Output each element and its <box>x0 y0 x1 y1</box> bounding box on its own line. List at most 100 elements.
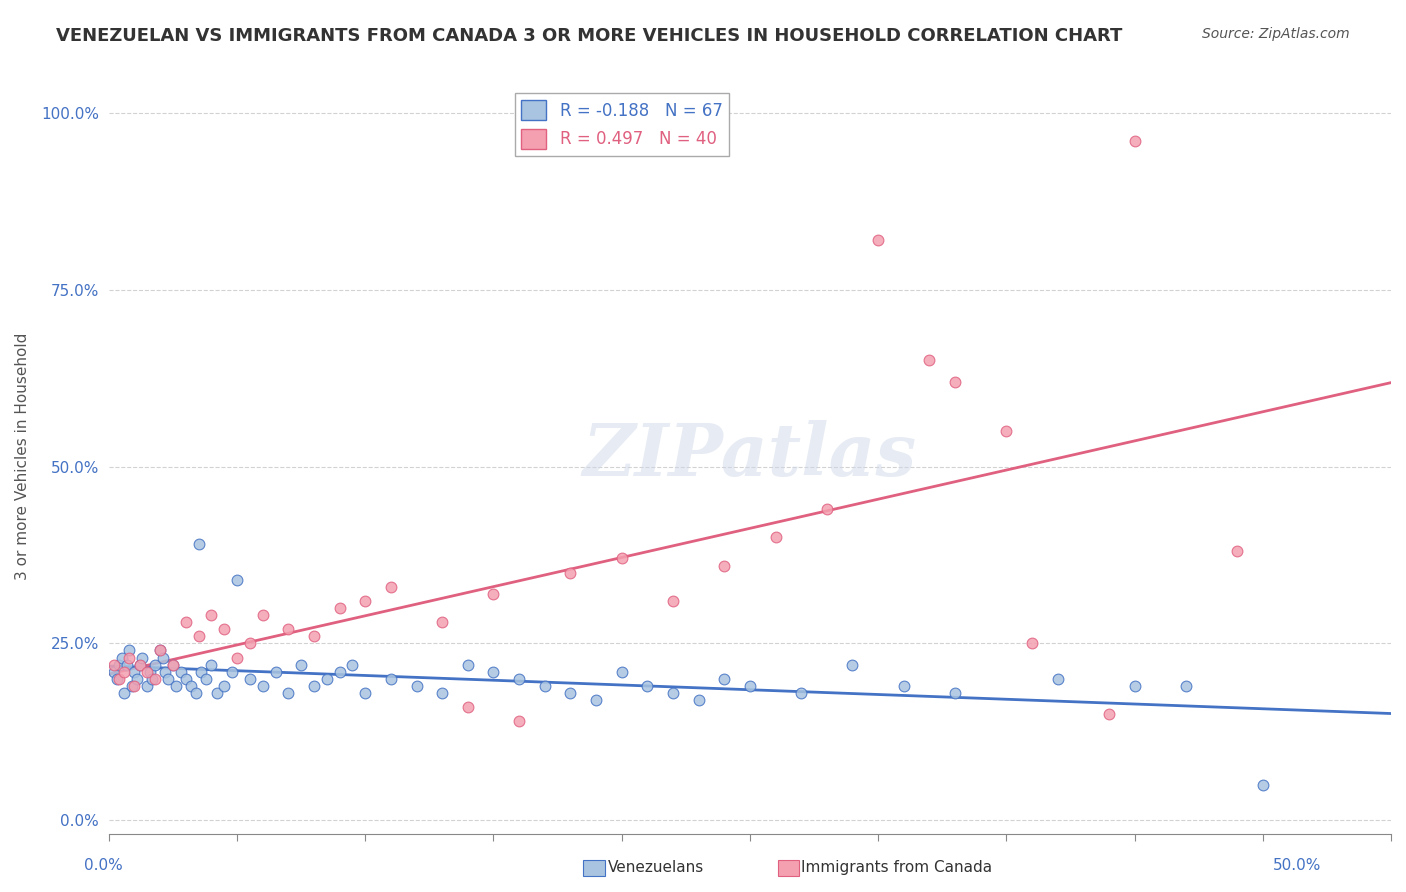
Point <box>125 672 148 686</box>
Point <box>1123 134 1146 148</box>
Text: Venezuelans: Venezuelans <box>607 861 703 875</box>
Point <box>118 643 141 657</box>
Point <box>432 686 454 700</box>
Point <box>868 233 890 247</box>
Point <box>174 672 197 686</box>
Point <box>115 657 138 672</box>
Point <box>121 679 143 693</box>
Point <box>108 657 131 672</box>
Point <box>108 672 131 686</box>
Point <box>174 615 197 629</box>
Point <box>124 665 146 679</box>
Point <box>239 672 262 686</box>
Point <box>162 657 184 672</box>
Point <box>815 502 838 516</box>
Point <box>482 665 505 679</box>
Point <box>212 679 235 693</box>
Point <box>136 679 159 693</box>
Point <box>136 665 159 679</box>
Point <box>1174 679 1197 693</box>
Point <box>226 650 249 665</box>
Point <box>112 686 135 700</box>
Point <box>1046 672 1069 686</box>
Point <box>212 622 235 636</box>
Point <box>713 558 735 573</box>
Point <box>560 566 582 580</box>
Point <box>405 679 427 693</box>
Point <box>943 375 966 389</box>
Point <box>103 665 125 679</box>
Y-axis label: 3 or more Vehicles in Household: 3 or more Vehicles in Household <box>15 332 30 580</box>
Point <box>354 594 377 608</box>
Text: Source: ZipAtlas.com: Source: ZipAtlas.com <box>1202 27 1350 41</box>
Text: ZIPatlas: ZIPatlas <box>583 420 917 491</box>
Point <box>765 530 787 544</box>
Point <box>111 650 134 665</box>
Point <box>105 672 128 686</box>
Point <box>482 587 505 601</box>
Point <box>184 686 207 700</box>
Point <box>169 665 191 679</box>
Text: 0.0%: 0.0% <box>84 858 124 872</box>
Point <box>943 686 966 700</box>
Point <box>354 686 377 700</box>
Point <box>610 551 633 566</box>
Point <box>302 629 325 643</box>
Point <box>329 601 352 615</box>
Point <box>995 424 1018 438</box>
Point <box>533 679 555 693</box>
Point <box>190 665 212 679</box>
Point <box>636 679 658 693</box>
Point <box>277 622 299 636</box>
Point <box>149 643 172 657</box>
Point <box>508 714 530 729</box>
Point <box>1021 636 1043 650</box>
Point <box>432 615 454 629</box>
Point <box>315 672 337 686</box>
Point <box>264 665 287 679</box>
Point <box>277 686 299 700</box>
Point <box>380 580 402 594</box>
Point <box>252 608 274 623</box>
Text: 50.0%: 50.0% <box>1274 858 1322 872</box>
Point <box>457 657 479 672</box>
Point <box>143 672 166 686</box>
Text: VENEZUELAN VS IMMIGRANTS FROM CANADA 3 OR MORE VEHICLES IN HOUSEHOLD CORRELATION: VENEZUELAN VS IMMIGRANTS FROM CANADA 3 O… <box>56 27 1122 45</box>
Point <box>128 657 150 672</box>
Point <box>187 537 209 551</box>
Point <box>662 594 685 608</box>
Point <box>205 686 228 700</box>
Point <box>149 643 172 657</box>
Point <box>1123 679 1146 693</box>
Point <box>918 353 941 368</box>
Point <box>152 650 174 665</box>
Point <box>610 665 633 679</box>
Point <box>1226 544 1249 558</box>
Point <box>1098 707 1121 722</box>
Point <box>141 672 163 686</box>
Point <box>139 665 162 679</box>
Point <box>893 679 915 693</box>
Point <box>155 665 177 679</box>
Point <box>239 636 262 650</box>
Text: Immigrants from Canada: Immigrants from Canada <box>801 861 993 875</box>
Point <box>131 650 153 665</box>
Point <box>226 573 249 587</box>
Point <box>118 650 141 665</box>
Point <box>841 657 863 672</box>
Point <box>457 700 479 714</box>
Point <box>380 672 402 686</box>
Legend: R = -0.188   N = 67, R = 0.497   N = 40: R = -0.188 N = 67, R = 0.497 N = 40 <box>515 94 730 156</box>
Point <box>165 679 187 693</box>
Point <box>290 657 312 672</box>
Point <box>560 686 582 700</box>
Point <box>112 665 135 679</box>
Point <box>738 679 761 693</box>
Point <box>156 672 179 686</box>
Point <box>329 665 352 679</box>
Point <box>585 693 607 707</box>
Point <box>342 657 364 672</box>
Point <box>221 665 243 679</box>
Point <box>662 686 685 700</box>
Point <box>688 693 710 707</box>
